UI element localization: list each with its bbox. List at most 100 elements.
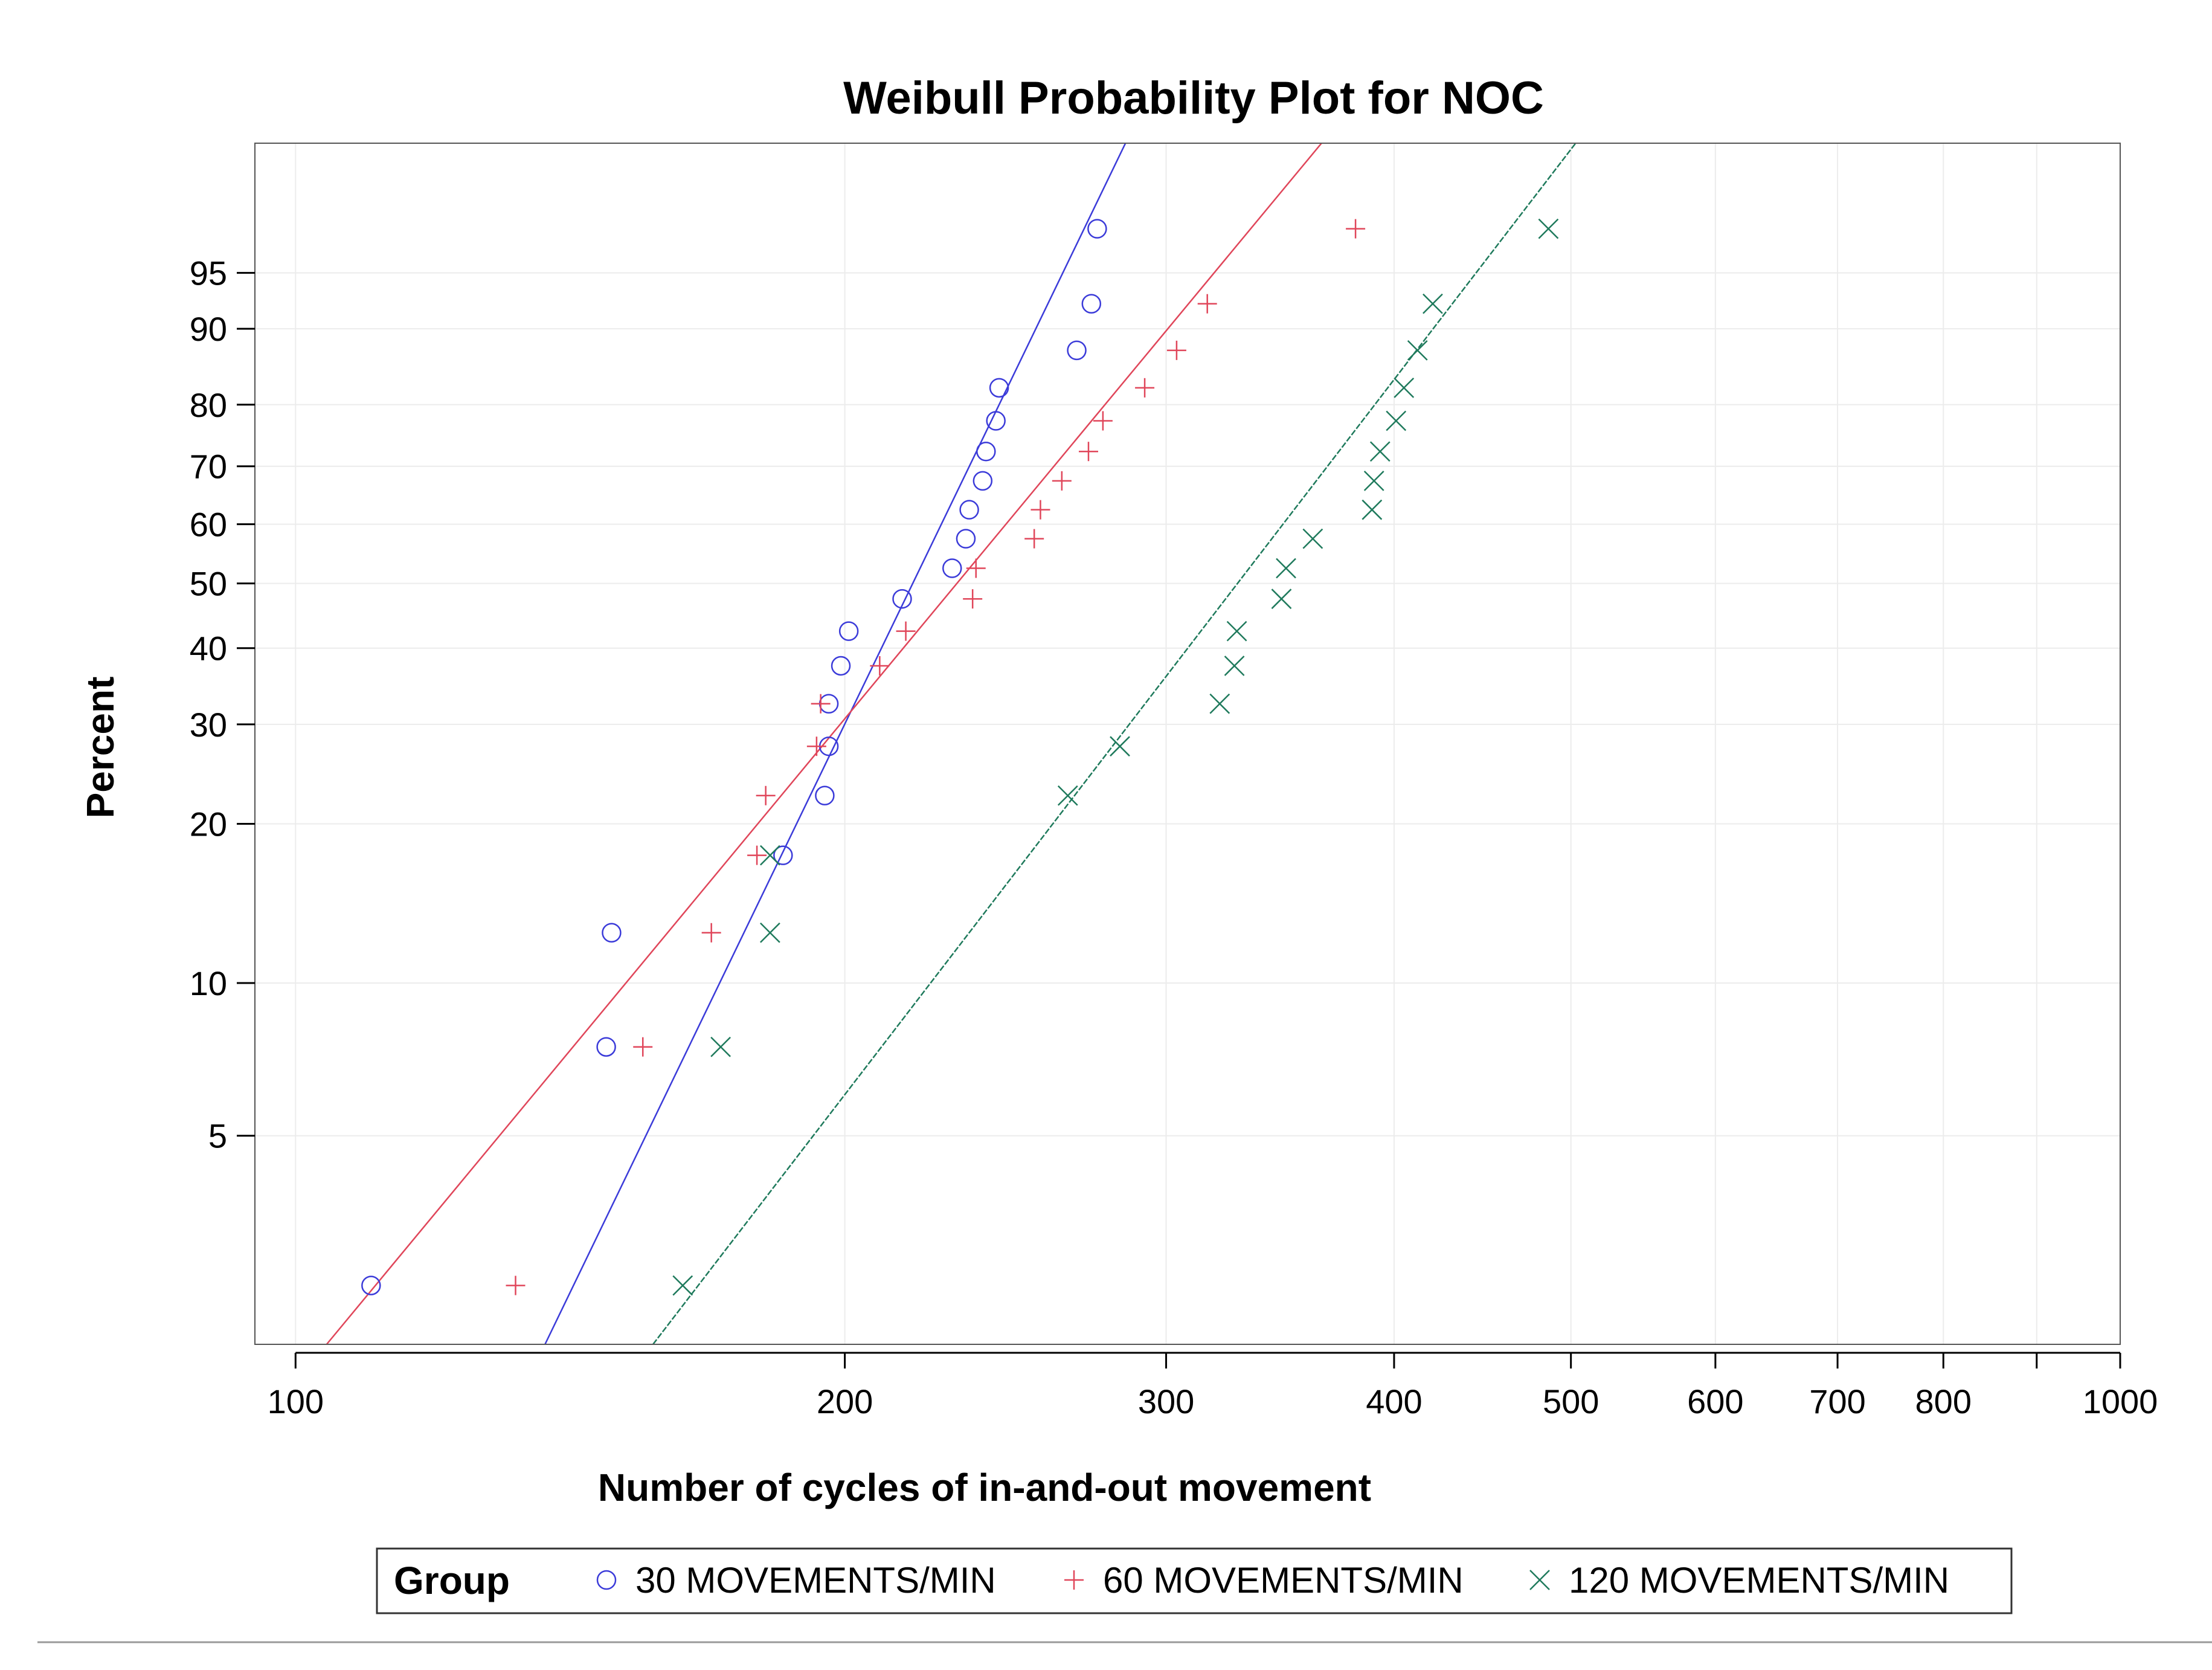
y-tick-label: 80 [190, 386, 227, 424]
x-tick-label: 400 [1366, 1382, 1422, 1420]
legend: Group 30 MOVEMENTS/MIN 60 MOVEMENTS/MIN 12… [376, 1547, 2013, 1614]
data-point-series-1 [1087, 219, 1107, 239]
x-tick-label: 600 [1687, 1382, 1743, 1420]
data-point-series-2 [1135, 378, 1155, 398]
y-tick-label: 50 [190, 565, 227, 603]
legend-label-1: 30 MOVEMENTS/MIN [635, 1560, 996, 1601]
data-point-series-1 [956, 529, 976, 549]
data-point-series-2 [1030, 500, 1050, 520]
data-point-series-1 [1067, 340, 1087, 361]
data-point-series-3 [1302, 528, 1323, 549]
legend-label-3: 120 MOVEMENTS/MIN [1569, 1560, 1949, 1601]
data-point-series-2 [811, 694, 831, 714]
data-point-series-1 [973, 471, 993, 491]
legend-title: Group [394, 1559, 510, 1602]
legend-frame [376, 1547, 2013, 1614]
data-point-series-2 [756, 785, 776, 805]
x-tick-label: 800 [1915, 1382, 1972, 1420]
data-point-series-2 [1346, 219, 1366, 239]
data-point-series-1 [1081, 294, 1102, 314]
x-tick-label: 100 [268, 1382, 324, 1420]
data-point-series-1 [976, 441, 996, 462]
data-point-series-3 [1386, 410, 1407, 431]
y-tick-label: 60 [190, 506, 227, 544]
data-point-series-1 [986, 411, 1006, 431]
legend-label-2: 60 MOVEMENTS/MIN [1103, 1560, 1464, 1601]
data-point-series-2 [1052, 471, 1072, 491]
legend-marker-1 [596, 1570, 617, 1590]
data-point-series-3 [1423, 293, 1443, 314]
data-point-series-1 [892, 588, 912, 609]
chart-title: Weibull Probability Plot for NOC [843, 73, 1544, 124]
data-point-series-3 [1407, 340, 1428, 361]
data-point-series-2 [896, 621, 916, 641]
data-point-series-3 [1362, 499, 1383, 520]
fit-line-3 [652, 143, 1577, 1345]
data-point-series-1 [989, 378, 1009, 398]
data-point-series-2 [966, 558, 986, 578]
data-point-series-2 [701, 923, 721, 943]
legend-marker-3 [1529, 1570, 1550, 1590]
data-point-series-3 [1369, 441, 1391, 462]
legend-items: 30 MOVEMENTS/MIN 60 MOVEMENTS/MIN 120 MOVE… [596, 1560, 1949, 1601]
data-point-series-1 [596, 1037, 616, 1057]
data-point-series-3 [672, 1275, 693, 1296]
data-point-series-2 [747, 845, 767, 865]
x-tick-label: 500 [1543, 1382, 1599, 1420]
data-point-series-3 [1226, 621, 1247, 642]
plot-frame [254, 143, 2121, 1345]
data-points [361, 218, 1559, 1296]
data-point-series-1 [602, 923, 622, 943]
y-axis-label: Percent [79, 677, 122, 819]
fit-line-1 [544, 143, 1127, 1345]
data-point-series-3 [1209, 693, 1230, 714]
data-point-series-3 [1271, 588, 1292, 610]
data-point-series-3 [1363, 470, 1384, 491]
y-tick-label: 95 [190, 254, 227, 292]
data-point-series-1 [361, 1275, 381, 1295]
data-point-series-2 [1166, 340, 1186, 360]
x-axis-label: Number of cycles of in-and-out movement [598, 1466, 1371, 1509]
data-point-series-2 [1024, 529, 1044, 549]
data-point-series-2 [1093, 411, 1113, 431]
data-point-series-3 [710, 1036, 731, 1057]
axes: 100 200 300 400 500 600 700 800 1000510203040506… [190, 254, 2158, 1420]
data-point-series-2 [870, 656, 890, 675]
data-point-series-1 [838, 621, 859, 641]
x-tick-label: 200 [817, 1382, 873, 1420]
data-point-series-1 [959, 500, 979, 520]
data-point-series-3 [1538, 218, 1559, 239]
y-tick-label: 70 [190, 448, 227, 486]
x-tick-label: 1000 [2083, 1382, 2158, 1420]
data-point-series-2 [1197, 294, 1217, 314]
data-point-series-1 [773, 845, 793, 865]
data-point-series-3 [760, 845, 780, 866]
fit-line-2 [326, 143, 1322, 1345]
data-point-series-2 [1078, 442, 1098, 462]
data-point-series-3 [1057, 785, 1078, 806]
y-tick-label: 30 [190, 706, 227, 744]
y-tick-label: 20 [190, 805, 227, 843]
data-point-series-3 [1224, 656, 1245, 676]
y-tick-label: 40 [190, 630, 227, 668]
legend-marker-2 [1064, 1570, 1084, 1590]
data-point-series-1 [942, 558, 962, 578]
data-point-series-3 [760, 922, 780, 943]
data-point-series-2 [806, 737, 826, 756]
data-point-series-3 [1110, 736, 1130, 757]
x-tick-label: 300 [1138, 1382, 1194, 1420]
y-tick-label: 90 [190, 310, 227, 348]
y-tick-label: 5 [208, 1117, 227, 1155]
gridlines [255, 143, 2121, 1344]
x-tick-label: 700 [1809, 1382, 1865, 1420]
data-point-series-2 [506, 1275, 526, 1295]
data-point-series-1 [815, 785, 835, 806]
y-tick-label: 10 [190, 964, 227, 1002]
data-point-series-2 [633, 1037, 653, 1057]
data-point-series-3 [1276, 558, 1296, 579]
data-point-series-3 [1394, 377, 1415, 398]
data-point-series-2 [963, 589, 983, 609]
